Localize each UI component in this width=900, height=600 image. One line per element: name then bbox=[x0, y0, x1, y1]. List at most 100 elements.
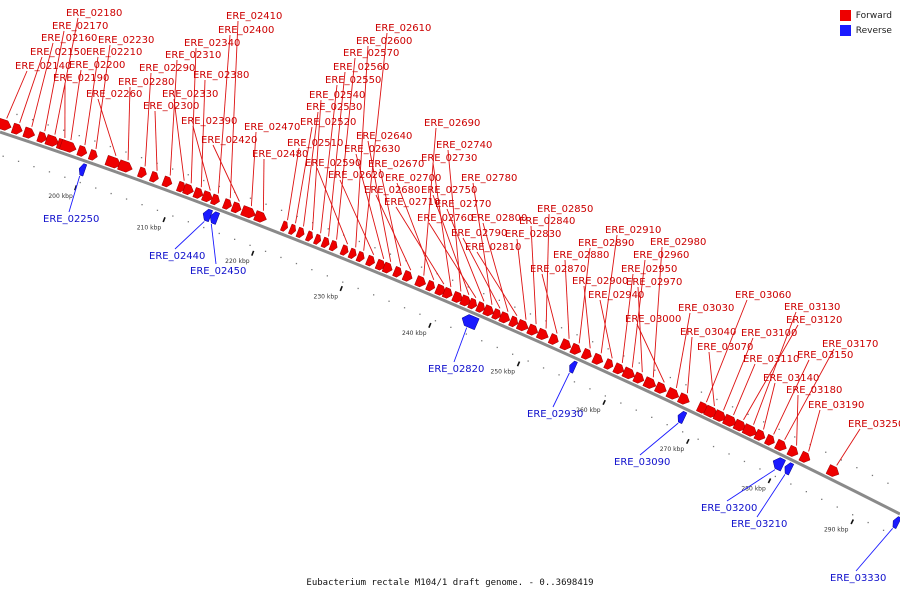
gene-label-forward[interactable]: ERE_02160 bbox=[41, 33, 97, 44]
gene-label-forward[interactable]: ERE_03170 bbox=[822, 339, 878, 350]
gene-forward[interactable] bbox=[295, 226, 305, 239]
gene-label-forward[interactable]: ERE_02400 bbox=[218, 25, 274, 36]
gene-forward[interactable] bbox=[59, 139, 77, 153]
gene-label-forward[interactable]: ERE_02770 bbox=[435, 199, 491, 210]
gene-label-forward[interactable]: ERE_02510 bbox=[287, 138, 343, 149]
gene-label-forward[interactable]: ERE_02910 bbox=[605, 225, 661, 236]
gene-forward[interactable] bbox=[451, 290, 464, 303]
gene-forward[interactable] bbox=[221, 198, 232, 210]
gene-forward[interactable] bbox=[722, 413, 737, 427]
gene-label-forward[interactable]: ERE_02840 bbox=[519, 216, 575, 227]
gene-forward[interactable] bbox=[161, 175, 173, 188]
gene-label-reverse[interactable]: ERE_03330 bbox=[830, 573, 886, 584]
gene-label-forward[interactable]: ERE_03070 bbox=[697, 342, 753, 353]
gene-reverse[interactable] bbox=[202, 208, 214, 223]
gene-label-forward[interactable]: ERE_02310 bbox=[165, 50, 221, 61]
gene-label-forward[interactable]: ERE_02420 bbox=[201, 135, 257, 146]
gene-forward[interactable] bbox=[712, 409, 727, 422]
gene-forward[interactable] bbox=[182, 183, 194, 196]
gene-forward[interactable] bbox=[192, 187, 204, 199]
gene-label-forward[interactable]: ERE_02710 bbox=[384, 197, 440, 208]
gene-label-forward[interactable]: ERE_02210 bbox=[86, 47, 142, 58]
gene-forward[interactable] bbox=[36, 131, 48, 143]
gene-label-forward[interactable]: ERE_02960 bbox=[633, 250, 689, 261]
gene-label-reverse[interactable]: ERE_02820 bbox=[428, 364, 484, 375]
gene-label-forward[interactable]: ERE_02300 bbox=[143, 101, 199, 112]
gene-forward[interactable] bbox=[104, 154, 122, 169]
gene-forward[interactable] bbox=[569, 342, 582, 355]
gene-label-forward[interactable]: ERE_03180 bbox=[786, 385, 842, 396]
gene-forward[interactable] bbox=[498, 311, 511, 324]
gene-label-forward[interactable]: ERE_02280 bbox=[118, 77, 174, 88]
gene-forward[interactable] bbox=[312, 233, 322, 245]
gene-forward[interactable] bbox=[559, 338, 572, 351]
gene-reverse[interactable] bbox=[569, 360, 578, 374]
gene-label-forward[interactable]: ERE_03140 bbox=[763, 373, 819, 384]
gene-forward[interactable] bbox=[535, 327, 549, 340]
gene-forward[interactable] bbox=[230, 201, 242, 214]
gene-reverse[interactable] bbox=[772, 457, 786, 472]
gene-label-forward[interactable]: ERE_02730 bbox=[421, 153, 477, 164]
gene-label-forward[interactable]: ERE_02540 bbox=[309, 90, 365, 101]
gene-forward[interactable] bbox=[798, 450, 811, 463]
gene-label-forward[interactable]: ERE_02850 bbox=[537, 204, 593, 215]
gene-label-forward[interactable]: ERE_02800 bbox=[471, 213, 527, 224]
gene-label-reverse[interactable]: ERE_02440 bbox=[149, 251, 205, 262]
gene-label-forward[interactable]: ERE_02750 bbox=[421, 185, 477, 196]
gene-forward[interactable] bbox=[0, 118, 12, 131]
gene-label-forward[interactable]: ERE_02140 bbox=[15, 61, 71, 72]
gene-forward[interactable] bbox=[425, 279, 436, 292]
gene-label-forward[interactable]: ERE_02680 bbox=[364, 185, 420, 196]
gene-label-forward[interactable]: ERE_02290 bbox=[139, 63, 195, 74]
gene-label-forward[interactable]: ERE_02700 bbox=[385, 173, 441, 184]
gene-forward[interactable] bbox=[374, 258, 386, 271]
gene-label-forward[interactable]: ERE_02260 bbox=[86, 89, 142, 100]
gene-forward[interactable] bbox=[148, 170, 159, 183]
gene-forward[interactable] bbox=[547, 333, 559, 345]
gene-forward[interactable] bbox=[642, 376, 657, 389]
gene-label-forward[interactable]: ERE_02740 bbox=[436, 140, 492, 151]
gene-forward[interactable] bbox=[621, 366, 636, 380]
gene-forward[interactable] bbox=[459, 294, 472, 307]
gene-forward[interactable] bbox=[253, 210, 267, 223]
gene-label-reverse[interactable]: ERE_02250 bbox=[43, 214, 99, 225]
gene-forward[interactable] bbox=[612, 362, 625, 375]
gene-label-forward[interactable]: ERE_02600 bbox=[356, 36, 412, 47]
gene-label-forward[interactable]: ERE_03250 bbox=[848, 419, 900, 430]
gene-label-forward[interactable]: ERE_02630 bbox=[344, 144, 400, 155]
gene-label-reverse[interactable]: ERE_03090 bbox=[614, 457, 670, 468]
gene-label-forward[interactable]: ERE_02940 bbox=[588, 290, 644, 301]
gene-reverse[interactable] bbox=[784, 462, 795, 476]
gene-label-forward[interactable]: ERE_02640 bbox=[356, 131, 412, 142]
gene-label-forward[interactable]: ERE_02890 bbox=[578, 238, 634, 249]
gene-forward[interactable] bbox=[22, 126, 36, 139]
gene-forward[interactable] bbox=[304, 230, 313, 242]
gene-forward[interactable] bbox=[117, 159, 133, 173]
gene-label-forward[interactable]: ERE_03060 bbox=[735, 290, 791, 301]
gene-reverse[interactable] bbox=[461, 314, 480, 331]
gene-label-forward[interactable]: ERE_02570 bbox=[343, 48, 399, 59]
gene-label-forward[interactable]: ERE_02340 bbox=[184, 38, 240, 49]
gene-label-forward[interactable]: ERE_02390 bbox=[181, 116, 237, 127]
gene-forward[interactable] bbox=[508, 315, 519, 328]
gene-label-forward[interactable]: ERE_02410 bbox=[226, 11, 282, 22]
gene-forward[interactable] bbox=[763, 433, 775, 446]
gene-label-forward[interactable]: ERE_02380 bbox=[193, 70, 249, 81]
gene-forward[interactable] bbox=[475, 301, 486, 313]
gene-forward[interactable] bbox=[603, 358, 614, 370]
gene-forward[interactable] bbox=[201, 190, 213, 203]
gene-forward[interactable] bbox=[414, 275, 427, 288]
gene-label-forward[interactable]: ERE_02480 bbox=[252, 149, 308, 160]
gene-label-forward[interactable]: ERE_02620 bbox=[328, 170, 384, 181]
gene-label-forward[interactable]: ERE_03110 bbox=[743, 354, 799, 365]
gene-forward[interactable] bbox=[665, 386, 680, 400]
gene-label-forward[interactable]: ERE_02870 bbox=[530, 264, 586, 275]
gene-forward[interactable] bbox=[365, 254, 375, 267]
gene-forward[interactable] bbox=[209, 193, 220, 206]
gene-label-forward[interactable]: ERE_02970 bbox=[626, 277, 682, 288]
gene-forward[interactable] bbox=[732, 418, 747, 432]
gene-label-forward[interactable]: ERE_02610 bbox=[375, 23, 431, 34]
gene-label-forward[interactable]: ERE_02670 bbox=[368, 159, 424, 170]
gene-forward[interactable] bbox=[491, 308, 502, 320]
gene-forward[interactable] bbox=[87, 149, 98, 161]
